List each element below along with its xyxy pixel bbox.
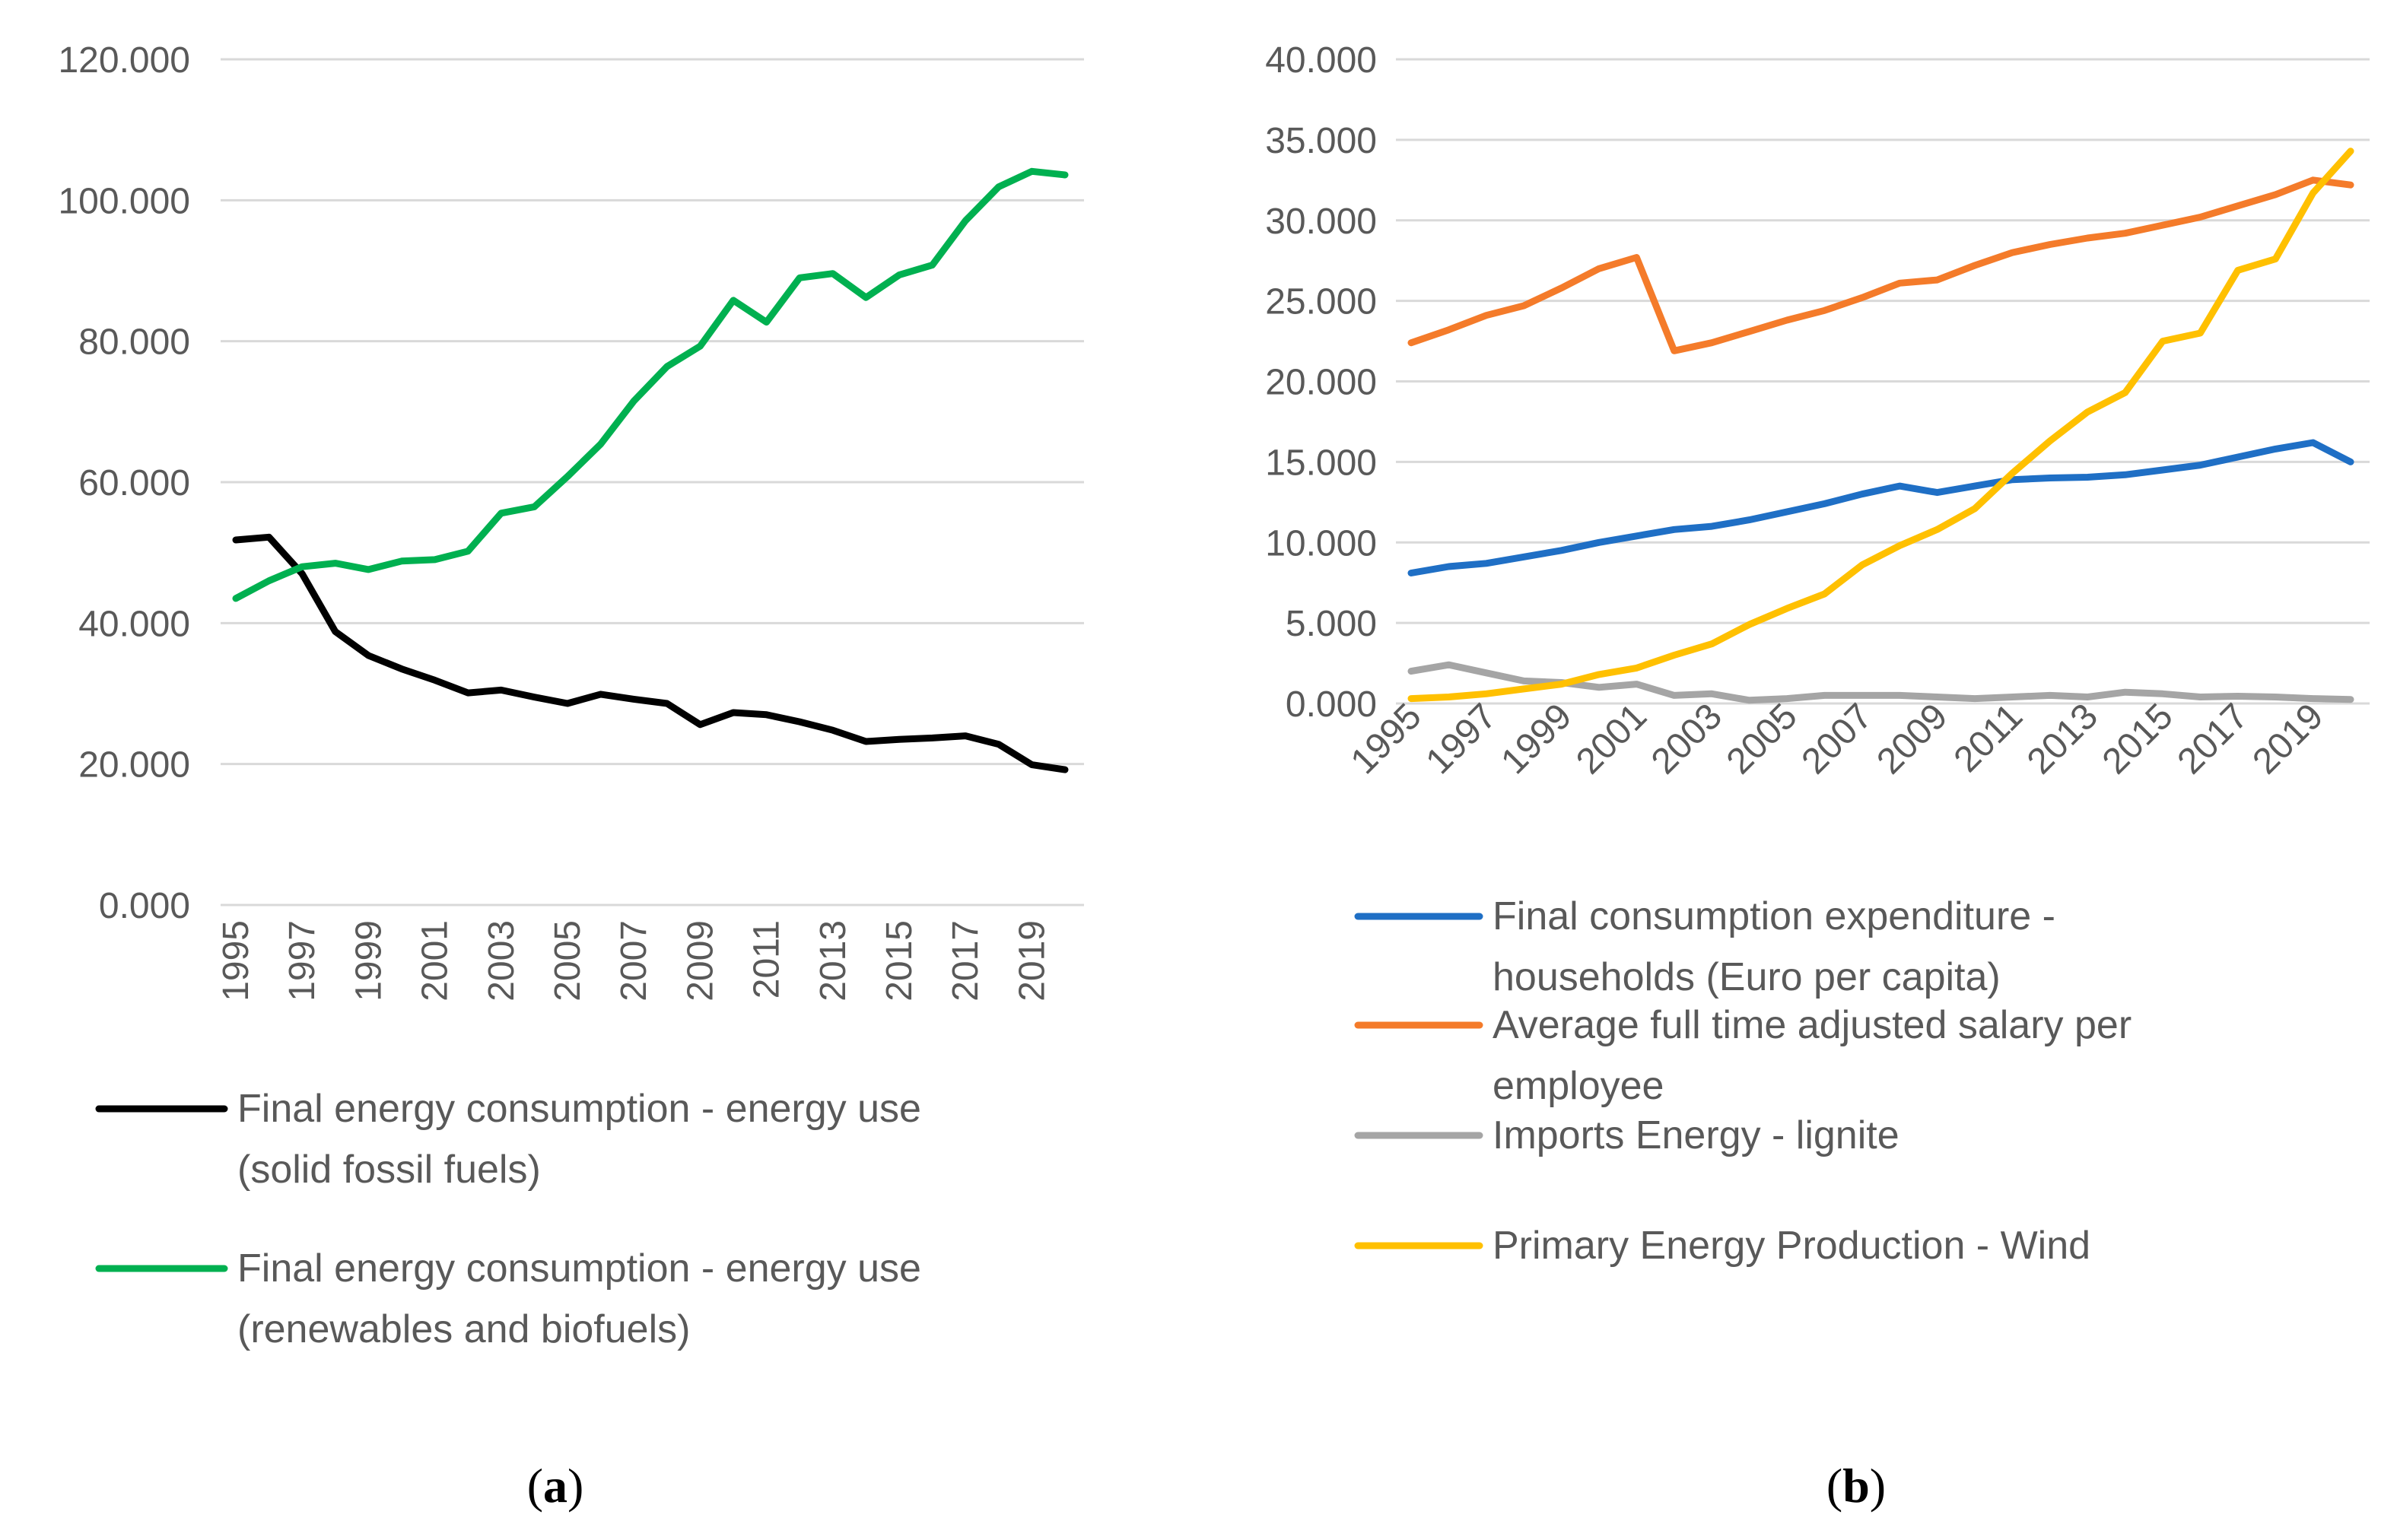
chart-b-x-tick-label: 2009 bbox=[1869, 696, 1955, 782]
chart-b-x-tick-label: 2007 bbox=[1795, 696, 1880, 782]
chart-b-x-tick-label: 2015 bbox=[2095, 696, 2181, 782]
chart-a-x-tick-label: 1995 bbox=[216, 920, 256, 1002]
chart-b-y-tick-label: 20.000 bbox=[1265, 363, 1377, 403]
chart-b-series-line-2 bbox=[1407, 176, 2354, 354]
chart-b-x-tick-label: 2011 bbox=[1947, 696, 2030, 780]
chart-a-caption: (a) bbox=[527, 1459, 584, 1513]
chart-a-series-line-1 bbox=[232, 533, 1069, 773]
chart-b-x-tick-label: 2013 bbox=[2020, 696, 2106, 782]
chart-b-series-line-1 bbox=[1407, 439, 2354, 576]
chart-a-y-tick-label: 20.000 bbox=[78, 745, 190, 786]
chart-panel-a: 0.000 20.000 40.000 60.000 80.000 100.000 120.… bbox=[58, 40, 1084, 1513]
chart-b-series-line-4 bbox=[1407, 148, 2354, 703]
chart-b-legend-label: employee bbox=[1493, 1064, 1664, 1108]
chart-a-y-tick-label: 40.000 bbox=[78, 604, 190, 644]
chart-b-x-tick-label: 2003 bbox=[1644, 696, 1730, 782]
chart-a-x-tick-label: 2005 bbox=[548, 920, 588, 1002]
chart-b-caption: (b) bbox=[1826, 1459, 1886, 1513]
chart-b-legend-label: Final consumption expenditure - bbox=[1493, 894, 2055, 938]
chart-b-legend-label: Imports Energy - lignite bbox=[1493, 1113, 1899, 1157]
chart-a-legend-label: Final energy consumption - energy use bbox=[237, 1087, 921, 1131]
chart-a-x-tick-label: 2015 bbox=[879, 920, 920, 1002]
chart-a-x-tick-label: 2003 bbox=[482, 920, 522, 1002]
chart-b-y-tick-label: 25.000 bbox=[1265, 282, 1377, 322]
chart-a-x-tick-label: 2007 bbox=[614, 920, 654, 1002]
chart-b-y-tick-label: 35.000 bbox=[1265, 121, 1377, 161]
chart-b-y-tick-label: 15.000 bbox=[1265, 443, 1377, 483]
chart-a-y-tick-label: 0.000 bbox=[99, 886, 190, 926]
chart-a-y-tick-label: 100.000 bbox=[58, 181, 190, 221]
chart-a-y-tick-label: 80.000 bbox=[78, 322, 190, 363]
chart-b-y-tick-label: 5.000 bbox=[1286, 604, 1377, 644]
chart-b-y-tick-label: 0.000 bbox=[1286, 684, 1377, 725]
chart-b-x-tick-label: 2005 bbox=[1719, 696, 1805, 782]
chart-b-x-tick-label: 2001 bbox=[1569, 696, 1655, 782]
chart-a-x-tick-label: 2011 bbox=[747, 920, 787, 999]
chart-a-legend-label: (renewables and biofuels) bbox=[237, 1307, 690, 1351]
chart-b-x-tick-label: 1997 bbox=[1419, 696, 1505, 782]
chart-a-y-tick-label: 120.000 bbox=[58, 40, 190, 81]
chart-b-y-tick-label: 30.000 bbox=[1265, 202, 1377, 242]
chart-b-y-tick-label: 40.000 bbox=[1265, 40, 1377, 81]
chart-b-legend-label: households (Euro per capita) bbox=[1493, 955, 2001, 999]
chart-a-x-tick-label: 1999 bbox=[348, 920, 389, 1002]
chart-a-x-tick-label: 2013 bbox=[813, 920, 854, 1002]
chart-b-x-tick-label: 1999 bbox=[1493, 696, 1579, 782]
chart-a-x-tick-label: 1997 bbox=[282, 920, 323, 1002]
chart-a-legend-label: (solid fossil fuels) bbox=[237, 1148, 541, 1192]
chart-a-legend-label: Final energy consumption - energy use bbox=[237, 1246, 921, 1291]
chart-a-x-tick-label: 2009 bbox=[680, 920, 720, 1002]
chart-b-legend-label: Primary Energy Production - Wind bbox=[1493, 1224, 2090, 1268]
chart-a-series-line-2 bbox=[232, 167, 1069, 602]
chart-a-x-tick-label: 2019 bbox=[1012, 920, 1052, 1002]
chart-b-y-tick-label: 10.000 bbox=[1265, 523, 1377, 564]
chart-b-x-tick-label: 2017 bbox=[2170, 696, 2256, 782]
chart-a-y-tick-label: 60.000 bbox=[78, 463, 190, 503]
chart-b-x-tick-label: 2019 bbox=[2245, 696, 2331, 782]
chart-panel-b: 0.000 5.000 10.000 15.000 20.000 25.000 30.000… bbox=[1265, 40, 2370, 1513]
chart-a-x-tick-label: 2001 bbox=[415, 920, 456, 1002]
chart-a-x-tick-label: 2017 bbox=[946, 920, 986, 1002]
chart-b-legend-label: Average full time adjusted salary per bbox=[1493, 1003, 2132, 1047]
